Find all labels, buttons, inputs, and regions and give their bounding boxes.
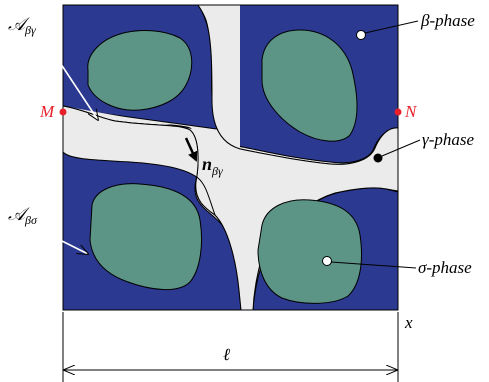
sigma-particle-top-right <box>261 29 358 142</box>
a-beta-sigma-arrow <box>39 229 88 254</box>
normal-sub: βγ <box>211 164 223 178</box>
gamma-marker <box>373 153 383 163</box>
a-beta-sigma-sub: βσ <box>24 213 38 227</box>
length-label: ℓ <box>223 345 230 364</box>
gamma-lower-left <box>62 105 216 217</box>
a-beta-gamma-label: 𝒜βγ <box>8 14 36 37</box>
point-m-text: M <box>39 102 55 121</box>
gamma-phase-label: γ-phase <box>422 130 474 149</box>
sigma-particle-top-left <box>87 30 193 111</box>
sigma-particle-bottom-right <box>257 199 362 304</box>
point-n-text: N <box>404 102 418 121</box>
sigma-phase-label: σ-phase <box>418 258 472 277</box>
point-m-marker <box>59 108 67 116</box>
a-beta-sigma-main: 𝒜 <box>8 204 30 224</box>
point-n-marker <box>394 108 402 116</box>
a-beta-gamma-arrow <box>44 39 98 120</box>
normal-main: n <box>202 154 212 174</box>
sigma-particle-bottom-left <box>89 183 203 291</box>
normal-vector-label: nβγ <box>202 154 223 178</box>
x-axis-label: x <box>404 313 413 332</box>
a-beta-gamma-sub: βγ <box>24 23 36 37</box>
normal-vector-arrow <box>184 137 198 162</box>
beta-marker <box>356 30 366 40</box>
sigma-marker <box>322 256 332 266</box>
beta-phase-label: β-phase <box>420 11 475 30</box>
gamma-fill <box>63 5 398 310</box>
a-beta-sigma-label: 𝒜βσ <box>8 204 38 227</box>
a-beta-gamma-main: 𝒜 <box>8 14 30 34</box>
